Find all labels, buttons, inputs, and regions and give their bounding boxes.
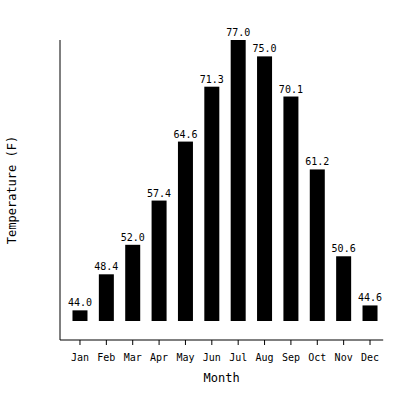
data-label: 48.4 xyxy=(94,261,118,272)
x-tick xyxy=(343,340,344,345)
x-axis-line xyxy=(60,340,383,341)
x-tick xyxy=(132,340,133,345)
bar xyxy=(336,256,351,321)
bar xyxy=(310,169,325,321)
bar xyxy=(72,310,87,321)
x-tick xyxy=(317,340,318,345)
bar xyxy=(125,245,140,321)
x-tick xyxy=(264,340,265,345)
bar xyxy=(363,305,378,321)
x-tick xyxy=(211,340,212,345)
x-tick-label: Oct xyxy=(308,352,326,363)
x-tick xyxy=(159,340,160,345)
bar xyxy=(231,40,246,321)
x-tick-label: Sep xyxy=(282,352,300,363)
x-tick-label: Nov xyxy=(335,352,353,363)
y-axis-line xyxy=(60,40,61,340)
data-label: 44.6 xyxy=(358,292,382,303)
bar xyxy=(178,142,193,321)
x-tick-label: Jul xyxy=(229,352,247,363)
bar xyxy=(283,97,298,321)
x-tick-label: Mar xyxy=(124,352,142,363)
x-tick xyxy=(238,340,239,345)
x-tick-label: Jun xyxy=(203,352,221,363)
bar xyxy=(152,201,167,321)
x-tick-label: Dec xyxy=(361,352,379,363)
x-tick-label: May xyxy=(176,352,194,363)
x-tick xyxy=(79,340,80,345)
x-tick xyxy=(185,340,186,345)
data-label: 50.6 xyxy=(332,243,356,254)
x-tick xyxy=(106,340,107,345)
data-label: 75.0 xyxy=(253,43,277,54)
x-tick xyxy=(370,340,371,345)
bar xyxy=(257,56,272,321)
data-label: 44.0 xyxy=(68,297,92,308)
data-label: 52.0 xyxy=(121,232,145,243)
data-label: 70.1 xyxy=(279,84,303,95)
bar xyxy=(99,274,114,321)
y-axis-label: Temperature (F) xyxy=(5,136,19,244)
chart: 44.0 48.4 52.0 57.4 64.6 71.3 77.075.0 70.1 61.2… xyxy=(0,0,400,400)
data-label: 57.4 xyxy=(147,188,171,199)
data-label: 61.2 xyxy=(305,156,329,167)
data-label: 77.0 xyxy=(226,27,250,38)
x-tick-label: Feb xyxy=(97,352,115,363)
data-label: 64.6 xyxy=(173,129,197,140)
x-tick-label: Apr xyxy=(150,352,168,363)
x-tick-label: Aug xyxy=(256,352,274,363)
x-tick-label: Jan xyxy=(71,352,89,363)
x-axis-label: Month xyxy=(204,371,240,385)
data-label: 71.3 xyxy=(200,74,224,85)
x-tick xyxy=(290,340,291,345)
bar xyxy=(204,87,219,321)
